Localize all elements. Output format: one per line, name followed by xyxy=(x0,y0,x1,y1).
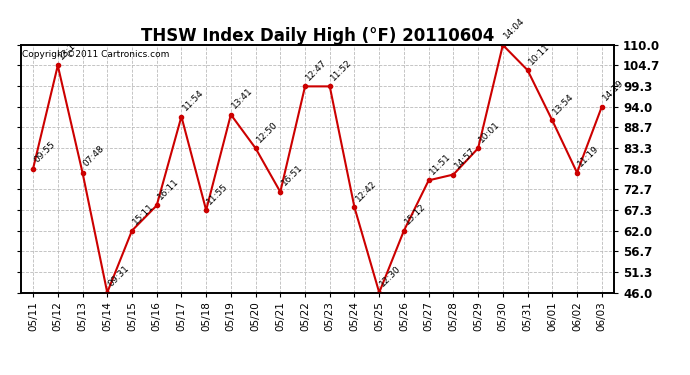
Text: 16:11: 16:11 xyxy=(156,177,181,201)
Text: 15:12: 15:12 xyxy=(403,202,428,226)
Text: 07:48: 07:48 xyxy=(81,144,106,168)
Text: 13:41: 13:41 xyxy=(230,86,255,111)
Title: THSW Index Daily High (°F) 20110604: THSW Index Daily High (°F) 20110604 xyxy=(141,27,494,45)
Text: 10:11: 10:11 xyxy=(526,41,551,66)
Text: 11:19: 11:19 xyxy=(576,144,601,168)
Text: 12:47: 12:47 xyxy=(304,58,328,82)
Text: 10:01: 10:01 xyxy=(477,119,502,144)
Text: 14:57: 14:57 xyxy=(453,146,477,170)
Text: 09:55: 09:55 xyxy=(32,140,57,165)
Text: 12:30: 12:30 xyxy=(378,264,403,288)
Text: 12:42: 12:42 xyxy=(354,179,378,203)
Text: 09:31: 09:31 xyxy=(106,264,131,288)
Text: 11:52: 11:52 xyxy=(329,58,353,82)
Text: 15:11: 15:11 xyxy=(131,202,156,226)
Text: 11:55: 11:55 xyxy=(206,181,230,206)
Text: 13:54: 13:54 xyxy=(551,92,576,116)
Text: 11:54: 11:54 xyxy=(181,88,205,112)
Text: 12:50: 12:50 xyxy=(255,120,279,144)
Text: 13:1: 13:1 xyxy=(57,41,77,62)
Text: 14:19: 14:19 xyxy=(601,78,626,103)
Text: 14:04: 14:04 xyxy=(502,16,526,41)
Text: Copyright©2011 Cartronics.com: Copyright©2011 Cartronics.com xyxy=(22,50,169,59)
Text: 16:51: 16:51 xyxy=(279,163,304,188)
Text: 11:51: 11:51 xyxy=(428,152,453,176)
